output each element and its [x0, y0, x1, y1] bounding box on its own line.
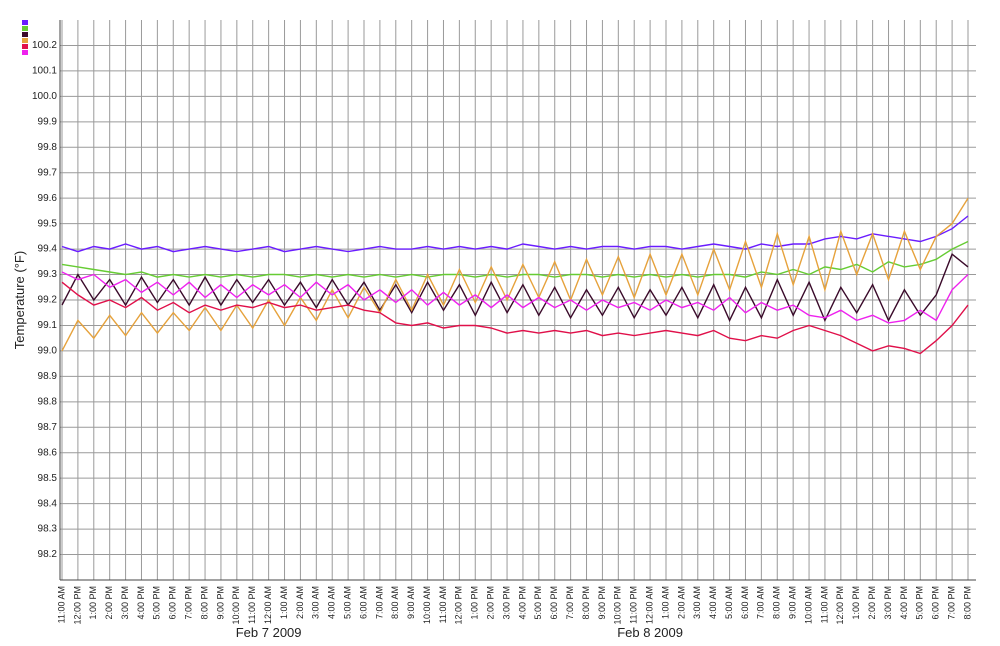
series-line — [61, 281, 969, 355]
x-tick-label: 8:00 PM — [581, 586, 591, 620]
series-line — [61, 215, 969, 253]
x-tick-label: 3:00 AM — [311, 586, 321, 619]
y-tick-label: 99.1 — [38, 320, 58, 331]
x-tick-label: 6:00 PM — [168, 586, 178, 620]
y-tick-label: 100.1 — [32, 66, 57, 77]
y-tick-label: 98.3 — [38, 524, 58, 535]
x-tick-label: 3:00 PM — [501, 586, 511, 620]
x-tick-label: 9:00 AM — [406, 586, 416, 619]
x-tick-label: 3:00 PM — [883, 586, 893, 620]
x-tick-label: 6:00 PM — [549, 586, 559, 620]
x-tick-label: 6:00 PM — [931, 586, 941, 620]
y-tick-label: 99.2 — [38, 295, 58, 306]
x-tick-label: 1:00 AM — [660, 586, 670, 619]
x-tick-label: 6:00 AM — [740, 586, 750, 619]
x-tick-label: 11:00 AM — [56, 586, 66, 623]
y-tick-label: 99.3 — [38, 269, 58, 280]
date-label: Feb 8 2009 — [617, 625, 683, 640]
x-tick-label: 8:00 PM — [962, 586, 972, 620]
x-tick-label: 12:00 AM — [263, 586, 273, 624]
y-tick-label: 98.6 — [38, 447, 58, 458]
y-tick-label: 99.4 — [38, 244, 58, 255]
x-tick-label: 4:00 AM — [708, 586, 718, 619]
x-tick-label: 9:00 PM — [215, 586, 225, 620]
x-tick-label: 12:00 PM — [454, 586, 464, 625]
y-tick-label: 98.7 — [38, 422, 58, 433]
y-tick-label: 98.8 — [38, 396, 58, 407]
legend-swatch — [22, 44, 28, 49]
x-tick-label: 2:00 PM — [104, 586, 114, 620]
y-tick-label: 98.4 — [38, 498, 58, 509]
x-tick-label: 12:00 AM — [644, 586, 654, 624]
y-tick-label: 99.7 — [38, 167, 58, 178]
x-tick-label: 7:00 AM — [374, 586, 384, 619]
x-tick-label: 11:00 AM — [438, 586, 448, 623]
x-tick-label: 8:00 AM — [772, 586, 782, 619]
x-tick-label: 1:00 PM — [88, 586, 98, 620]
x-tick-label: 5:00 PM — [533, 586, 543, 620]
x-tick-label: 1:00 PM — [851, 586, 861, 620]
legend-swatch — [22, 32, 28, 37]
x-tick-label: 7:00 PM — [946, 586, 956, 620]
x-tick-label: 5:00 PM — [152, 586, 162, 620]
y-tick-label: 98.2 — [38, 549, 58, 560]
series-line — [61, 197, 969, 352]
x-tick-label: 4:00 PM — [517, 586, 527, 620]
series-line — [61, 271, 969, 324]
x-tick-label: 6:00 AM — [358, 586, 368, 619]
y-tick-label: 100.0 — [32, 91, 57, 102]
x-tick-label: 2:00 AM — [676, 586, 686, 619]
x-tick-label: 2:00 PM — [486, 586, 496, 620]
y-tick-label: 98.9 — [38, 371, 58, 382]
y-tick-label: 100.2 — [32, 40, 57, 51]
legend-swatch — [22, 20, 28, 25]
x-tick-label: 2:00 AM — [295, 586, 305, 619]
x-tick-label: 1:00 PM — [470, 586, 480, 620]
x-tick-label: 11:00 AM — [819, 586, 829, 623]
x-tick-label: 7:00 PM — [184, 586, 194, 620]
y-tick-label: 99.9 — [38, 116, 58, 127]
x-tick-label: 5:00 AM — [342, 586, 352, 619]
x-tick-label: 5:00 AM — [724, 586, 734, 619]
x-tick-label: 8:00 PM — [199, 586, 209, 620]
x-tick-label: 10:00 PM — [231, 586, 241, 625]
x-tick-label: 1:00 AM — [279, 586, 289, 619]
x-tick-label: 10:00 AM — [803, 586, 813, 624]
x-tick-label: 11:00 PM — [629, 586, 639, 624]
x-tick-label: 5:00 PM — [915, 586, 925, 620]
x-tick-label: 7:00 PM — [565, 586, 575, 620]
y-tick-label: 99.8 — [38, 142, 58, 153]
x-tick-label: 4:00 PM — [136, 586, 146, 620]
y-tick-label: 99.6 — [38, 193, 58, 204]
x-tick-label: 7:00 AM — [756, 586, 766, 619]
x-tick-label: 10:00 AM — [422, 586, 432, 624]
x-tick-label: 9:00 PM — [597, 586, 607, 620]
x-tick-label: 10:00 PM — [613, 586, 623, 625]
date-label: Feb 7 2009 — [236, 625, 302, 640]
x-tick-label: 2:00 PM — [867, 586, 877, 620]
x-tick-label: 4:00 PM — [899, 586, 909, 620]
x-tick-label: 4:00 AM — [327, 586, 337, 619]
x-tick-label: 9:00 AM — [788, 586, 798, 619]
x-tick-label: 11:00 PM — [247, 586, 257, 624]
x-tick-label: 3:00 AM — [692, 586, 702, 619]
legend-swatch — [22, 26, 28, 31]
y-axis-label: Temperature (°F) — [12, 251, 27, 349]
x-tick-label: 8:00 AM — [390, 586, 400, 619]
x-tick-label: 12:00 PM — [835, 586, 845, 625]
series-line — [61, 240, 969, 278]
legend-swatch — [22, 50, 28, 55]
y-tick-label: 99.0 — [38, 346, 58, 357]
legend-swatch — [22, 38, 28, 43]
x-tick-label: 3:00 PM — [120, 586, 130, 620]
x-tick-label: 12:00 PM — [72, 586, 82, 625]
y-tick-label: 98.5 — [38, 473, 58, 484]
y-tick-label: 99.5 — [38, 218, 58, 229]
